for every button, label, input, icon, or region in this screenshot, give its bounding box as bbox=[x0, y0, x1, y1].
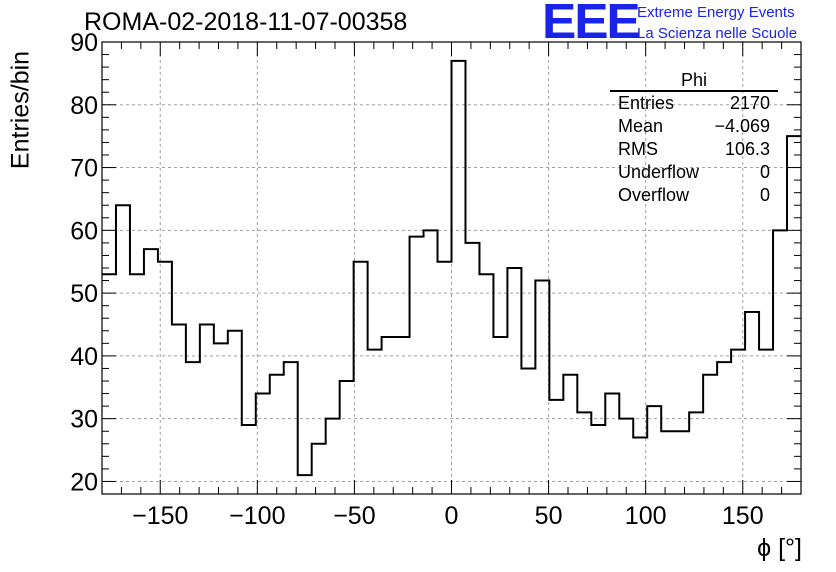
histogram-bin bbox=[242, 425, 256, 494]
histogram-bin bbox=[256, 394, 270, 494]
stats-label: Mean bbox=[618, 116, 664, 136]
histogram-bin bbox=[731, 350, 745, 494]
y-tick-label: 70 bbox=[70, 155, 98, 183]
logo-line-2: La Scienza nelle Scuole bbox=[637, 25, 798, 42]
y-tick-label: 30 bbox=[70, 406, 98, 434]
stats-box: Phi Entries 2170 Mean −4.069 RMS 106.3 U… bbox=[610, 70, 778, 207]
x-tick-label: −100 bbox=[229, 502, 285, 530]
tick-labels: 20 30 40 50 60 70 80 90 −150 −100 −50 0 50 100 150 bbox=[70, 29, 763, 530]
stats-label: Overflow bbox=[618, 185, 690, 205]
histogram-bin bbox=[172, 325, 186, 495]
histogram-bin bbox=[479, 274, 493, 494]
x-axis-label: ϕ [°] bbox=[757, 534, 802, 562]
y-tick-label: 20 bbox=[70, 468, 98, 496]
histogram-bin bbox=[130, 274, 144, 494]
stats-value: 0 bbox=[759, 162, 770, 182]
histogram-bin bbox=[661, 431, 675, 494]
x-tick-label: −150 bbox=[132, 502, 188, 530]
histogram-bin bbox=[535, 281, 549, 494]
histogram-bin bbox=[619, 419, 633, 494]
histogram-bin bbox=[605, 394, 619, 494]
histogram-bin bbox=[521, 368, 535, 494]
histogram-bin bbox=[493, 337, 507, 494]
axis-ticks bbox=[101, 41, 802, 495]
histogram-bin bbox=[144, 249, 158, 494]
y-tick-label: 40 bbox=[70, 343, 98, 371]
x-tick-label: 0 bbox=[445, 502, 459, 530]
stats-label: Underflow bbox=[618, 162, 700, 182]
stats-label: Entries bbox=[618, 93, 675, 113]
stats-value: −4.069 bbox=[714, 116, 770, 136]
plot-title: ROMA-02-2018-11-07-00358 bbox=[84, 8, 408, 36]
stats-label: RMS bbox=[618, 139, 658, 159]
histogram-bin bbox=[396, 337, 410, 494]
histogram-bin bbox=[284, 362, 298, 494]
histogram-bin bbox=[703, 375, 717, 494]
histogram-bins bbox=[102, 59, 801, 495]
y-tick-label: 60 bbox=[70, 217, 98, 245]
histogram-bin bbox=[563, 375, 577, 494]
x-tick-label: −50 bbox=[333, 502, 375, 530]
histogram-bin bbox=[745, 312, 759, 494]
histogram-bin bbox=[354, 262, 368, 494]
stats-value: 0 bbox=[759, 185, 770, 205]
histogram-bin bbox=[312, 444, 326, 494]
histogram-bin bbox=[228, 331, 242, 494]
y-tick-label: 50 bbox=[70, 280, 98, 308]
histogram-line bbox=[102, 59, 801, 477]
histogram-bin bbox=[549, 400, 563, 494]
histogram-bin bbox=[452, 61, 466, 494]
stats-row-entries: Entries 2170 bbox=[610, 92, 778, 115]
histogram-bin bbox=[647, 406, 661, 494]
stats-row-overflow: Overflow 0 bbox=[610, 184, 778, 207]
stats-row-underflow: Underflow 0 bbox=[610, 161, 778, 184]
eee-logo: EEE bbox=[542, 0, 641, 49]
histogram-bin bbox=[675, 431, 689, 494]
histogram-bin bbox=[773, 230, 787, 494]
y-axis-label: Entries/bin bbox=[6, 50, 35, 170]
histogram-bin bbox=[438, 262, 452, 494]
histogram-bin bbox=[368, 350, 382, 494]
stats-value: 106.3 bbox=[724, 139, 770, 159]
histogram-bin bbox=[410, 237, 424, 494]
histogram-bin bbox=[633, 438, 647, 495]
histogram-bin bbox=[717, 362, 731, 494]
histogram-bin bbox=[591, 425, 605, 494]
histogram-bin bbox=[214, 343, 228, 494]
histogram-bin bbox=[200, 325, 214, 495]
histogram-bin bbox=[270, 375, 284, 494]
histogram-bin bbox=[102, 274, 116, 494]
logo-line-1: Extreme Energy Events bbox=[637, 4, 795, 21]
histogram-bin bbox=[759, 350, 773, 494]
x-tick-label: 150 bbox=[722, 502, 764, 530]
x-tick-label: 100 bbox=[625, 502, 667, 530]
histogram-bin bbox=[340, 381, 354, 494]
histogram-bin bbox=[787, 136, 801, 494]
histogram-bin bbox=[382, 337, 396, 494]
y-tick-label: 80 bbox=[70, 92, 98, 120]
histogram-bin bbox=[158, 262, 172, 494]
x-tick-label: 50 bbox=[535, 502, 563, 530]
histogram-bin bbox=[689, 412, 703, 494]
histogram-bin bbox=[326, 419, 340, 494]
histogram-bin bbox=[298, 475, 312, 494]
histogram-bin bbox=[507, 268, 521, 494]
stats-row-rms: RMS 106.3 bbox=[610, 138, 778, 161]
histogram-bin bbox=[186, 362, 200, 494]
histogram-bin bbox=[465, 243, 479, 494]
stats-row-mean: Mean −4.069 bbox=[610, 115, 778, 138]
histogram-bin bbox=[424, 230, 438, 494]
stats-value: 2170 bbox=[729, 93, 770, 113]
histogram-bin bbox=[116, 205, 130, 494]
histogram-bin bbox=[577, 412, 591, 494]
y-tick-label: 90 bbox=[70, 29, 98, 57]
stats-title: Phi bbox=[610, 70, 778, 92]
